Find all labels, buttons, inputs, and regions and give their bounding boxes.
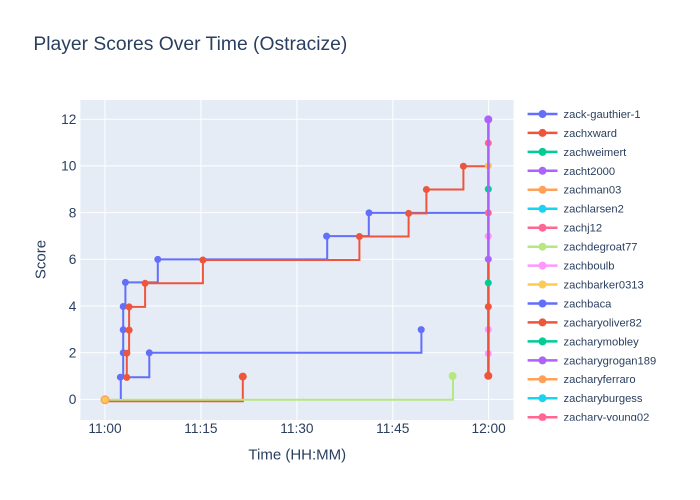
svg-text:zachboulb: zachboulb: [564, 261, 615, 273]
svg-text:zacharyoliver82: zacharyoliver82: [564, 317, 642, 329]
svg-text:zack-gauthier-1: zack-gauthier-1: [564, 109, 641, 121]
svg-text:zachxward: zachxward: [564, 128, 617, 140]
svg-text:4: 4: [69, 299, 77, 314]
svg-text:Time (HH:MM): Time (HH:MM): [248, 446, 346, 463]
svg-text:2: 2: [69, 346, 77, 361]
svg-text:0: 0: [69, 392, 77, 407]
svg-text:zacharyburgess: zacharyburgess: [564, 393, 643, 405]
svg-text:zachj12: zachj12: [564, 223, 603, 235]
svg-text:zachweimert: zachweimert: [564, 147, 628, 159]
svg-text:zachman03: zachman03: [564, 185, 622, 197]
svg-text:zachbarker0313: zachbarker0313: [564, 279, 644, 291]
svg-text:11:15: 11:15: [184, 421, 218, 436]
svg-text:zacharyferraro: zacharyferraro: [564, 374, 636, 386]
svg-text:12:00: 12:00: [471, 421, 506, 436]
svg-text:zachlarsen2: zachlarsen2: [564, 204, 624, 216]
svg-text:Score: Score: [33, 240, 50, 279]
svg-text:10: 10: [61, 159, 77, 174]
svg-text:11:00: 11:00: [88, 421, 122, 436]
svg-text:12: 12: [61, 112, 76, 127]
svg-text:11:45: 11:45: [376, 421, 410, 436]
svg-text:zachary-young02: zachary-young02: [564, 412, 650, 424]
svg-text:zachbaca: zachbaca: [564, 298, 613, 310]
svg-text:8: 8: [69, 205, 77, 220]
svg-text:zacharygrogan189: zacharygrogan189: [564, 355, 657, 367]
svg-text:zacharymobley: zacharymobley: [564, 336, 640, 348]
svg-text:11:30: 11:30: [280, 421, 314, 436]
svg-text:zachdegroat77: zachdegroat77: [564, 242, 638, 254]
svg-text:zacht2000: zacht2000: [564, 166, 616, 178]
svg-text:6: 6: [69, 252, 77, 267]
svg-text:Player Scores Over Time (Ostra: Player Scores Over Time (Ostracize): [33, 34, 347, 55]
